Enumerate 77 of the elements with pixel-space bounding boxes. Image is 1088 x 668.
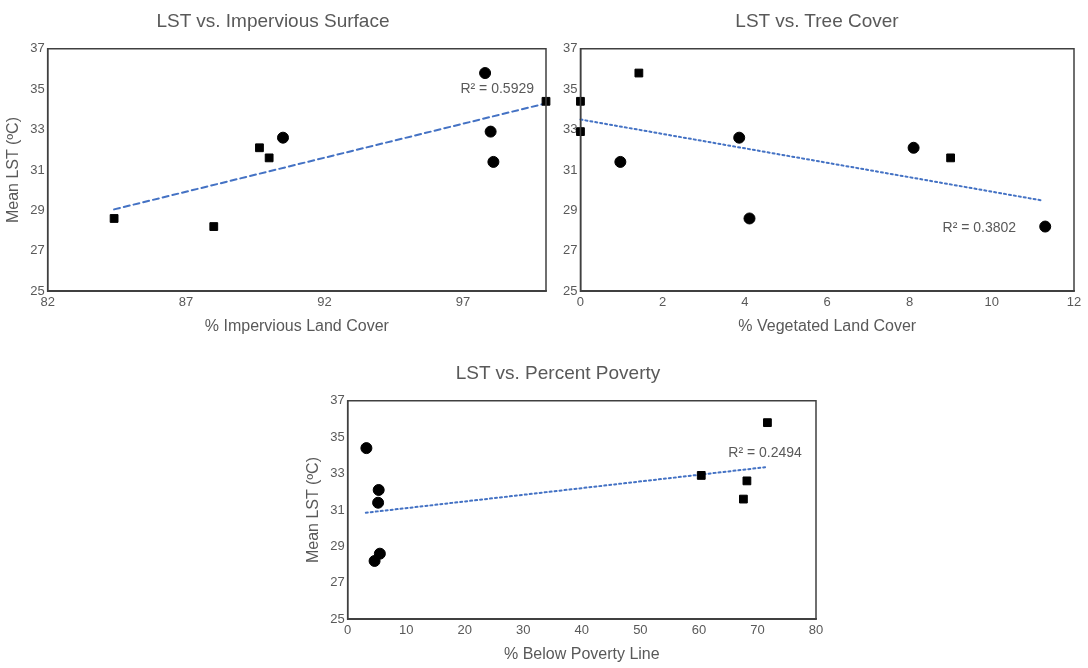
annotation: R² = 0.5929	[460, 80, 535, 97]
point	[576, 96, 585, 106]
y-tick-label: 29	[562, 201, 578, 217]
point	[696, 471, 706, 480]
point	[739, 494, 748, 504]
x-tick-label: 10	[398, 621, 414, 637]
y-tick-label: 33	[30, 121, 45, 137]
x-tick-label: 4	[741, 293, 749, 309]
y-tick-label: 31	[30, 161, 45, 177]
point	[907, 141, 920, 154]
y-tick-label: 31	[330, 501, 345, 517]
point	[372, 496, 385, 509]
point	[368, 554, 381, 567]
y-tick-label: 25	[562, 282, 578, 298]
y-tick-label: 35	[30, 80, 45, 96]
y-tick-label: 33	[562, 121, 578, 137]
y-tick-label: 29	[330, 537, 345, 553]
x-tick-label: 97	[455, 293, 471, 309]
x-tick-label: 92	[317, 293, 332, 309]
y-tick-label: 25	[330, 610, 345, 626]
point	[541, 96, 551, 106]
point	[634, 68, 644, 78]
point	[255, 143, 264, 153]
point	[276, 131, 289, 144]
x-tick-label: 0	[576, 293, 585, 309]
y-tick-label: 33	[330, 465, 345, 481]
point	[614, 155, 627, 168]
y-tick-label: 27	[30, 242, 45, 258]
x-tick-label: 8	[905, 293, 914, 309]
y-tick-label: 31	[562, 161, 578, 177]
y-tick-label: 29	[30, 201, 45, 217]
y-tick-label: 37	[30, 40, 45, 56]
point	[742, 476, 752, 486]
point	[109, 214, 119, 223]
point	[763, 418, 772, 428]
y-tick-label: 27	[330, 574, 345, 590]
x-tick-label: 30	[516, 621, 531, 637]
y-tick-label: 35	[330, 428, 345, 444]
annotation: R² = 0.3802	[942, 219, 1017, 236]
point	[209, 222, 219, 231]
x-tick-label: 70	[750, 621, 765, 637]
x-tick-label: 60	[691, 621, 707, 637]
y-tick-label: 37	[330, 392, 345, 408]
point	[733, 131, 746, 144]
point	[484, 125, 497, 138]
chart-title: LST vs. Tree Cover	[735, 9, 900, 31]
point	[487, 155, 500, 168]
x-tick-label: 40	[574, 621, 590, 637]
y-tick-label: 37	[562, 40, 578, 56]
x-tick-label: 87	[178, 293, 194, 309]
point	[576, 127, 585, 137]
x-axis-title: % Impervious Land Cover	[204, 316, 390, 334]
x-tick-label: 50	[633, 621, 648, 637]
y-axis-title: Mean LST (ºC)	[4, 116, 22, 224]
y-tick-label: 27	[562, 242, 578, 258]
point	[946, 153, 955, 163]
x-tick-label: 6	[823, 293, 831, 309]
x-tick-label: 80	[808, 621, 824, 637]
annotation: R² = 0.2494	[728, 444, 803, 461]
y-tick-label: 25	[30, 282, 45, 298]
point	[1039, 220, 1052, 233]
point	[743, 212, 756, 225]
x-tick-label: 10	[984, 293, 999, 309]
chart-title: LST vs. Percent Poverty	[455, 361, 661, 383]
x-tick-label: 20	[457, 621, 472, 637]
x-tick-label: 2	[659, 293, 667, 309]
x-tick-label: 0	[344, 621, 352, 637]
point	[264, 153, 274, 163]
point	[360, 442, 373, 455]
x-tick-label: 12	[1066, 293, 1082, 309]
point	[372, 483, 385, 496]
x-axis-title: % Below Poverty Line	[504, 644, 660, 662]
chart-title: LST vs. Impervious Surface	[156, 9, 390, 31]
x-axis-title: % Vegetated Land Cover	[738, 316, 917, 334]
y-axis-title: Mean LST (ºC)	[304, 456, 322, 564]
point	[479, 67, 492, 80]
y-tick-label: 35	[562, 80, 578, 96]
